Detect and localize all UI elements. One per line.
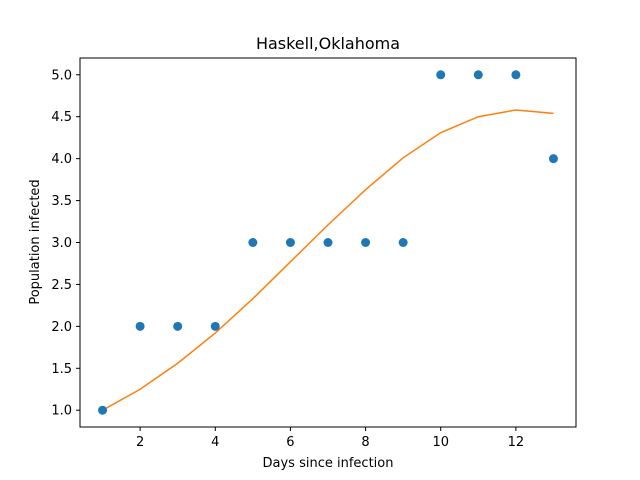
y-tick-label: 3.5: [51, 194, 72, 209]
x-tick-label: 12: [508, 435, 525, 450]
data-point: [473, 70, 483, 80]
data-point: [436, 70, 446, 80]
plot-area: [98, 70, 558, 415]
y-tick-label: 1.5: [51, 362, 72, 377]
chart-title: Haskell,Oklahoma: [256, 34, 400, 53]
data-point: [398, 238, 408, 247]
data-point: [173, 321, 183, 331]
y-tick-label: 2.5: [51, 278, 72, 293]
y-tick-label: 3.0: [51, 236, 72, 251]
data-point: [135, 321, 145, 331]
x-tick-label: 4: [211, 435, 219, 450]
x-tick-label: 2: [136, 435, 144, 450]
data-point: [323, 238, 333, 247]
y-tick-label: 2.0: [51, 320, 72, 335]
y-axis-label: Population infected: [28, 179, 43, 304]
data-point: [361, 238, 371, 247]
data-point: [511, 70, 521, 80]
data-point: [210, 321, 220, 331]
x-axis-label: Days since infection: [263, 456, 394, 471]
fitted-line: [102, 109, 554, 411]
x-tick-label: 8: [361, 435, 369, 450]
data-point: [548, 154, 558, 164]
y-tick-label: 1.0: [51, 404, 72, 419]
y-axis: 1.0 1.5 2.0 2.5 3.0 3.5 4.0 4.5 5.0: [51, 68, 80, 419]
y-tick-label: 5.0: [51, 68, 72, 83]
y-tick-label: 4.0: [51, 152, 72, 167]
x-tick-label: 10: [432, 435, 449, 450]
x-tick-label: 6: [286, 435, 294, 450]
x-axis: 2 4 6 8 10 12: [136, 427, 524, 450]
y-tick-label: 4.5: [51, 110, 72, 125]
data-point: [248, 238, 258, 247]
data-point: [285, 238, 295, 247]
data-point: [98, 405, 108, 415]
